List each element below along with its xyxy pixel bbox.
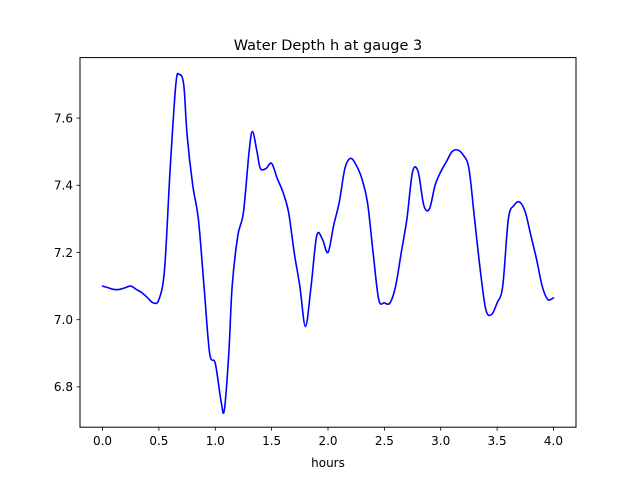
axes-frame [79, 57, 577, 428]
x-tick-label: 0.5 [149, 434, 168, 448]
y-tick-label: 6.8 [54, 380, 73, 394]
x-tick-label: 3.5 [488, 434, 507, 448]
chart-title: Water Depth h at gauge 3 [234, 38, 422, 54]
plot-area [101, 72, 555, 415]
x-axis-ticks: 0.0 0.5 1.0 1.5 2.0 2.5 3.0 3.5 4.0 [93, 427, 563, 448]
x-tick-label: 1.0 [206, 434, 225, 448]
y-tick-label: 7.0 [54, 313, 73, 327]
y-tick-label: 7.2 [54, 246, 73, 260]
x-tick-label: 2.5 [375, 434, 394, 448]
y-tick-label: 7.4 [54, 179, 73, 193]
x-tick-label: 2.0 [318, 434, 337, 448]
x-tick-label: 4.0 [544, 434, 563, 448]
series-line [101, 72, 555, 415]
x-tick-label: 0.0 [93, 434, 112, 448]
y-axis-ticks: 6.8 7.0 7.2 7.4 7.6 [54, 111, 80, 394]
y-tick-label: 7.6 [54, 111, 73, 125]
x-axis-label: hours [311, 456, 345, 470]
x-tick-label: 3.0 [431, 434, 450, 448]
x-tick-label: 1.5 [262, 434, 281, 448]
